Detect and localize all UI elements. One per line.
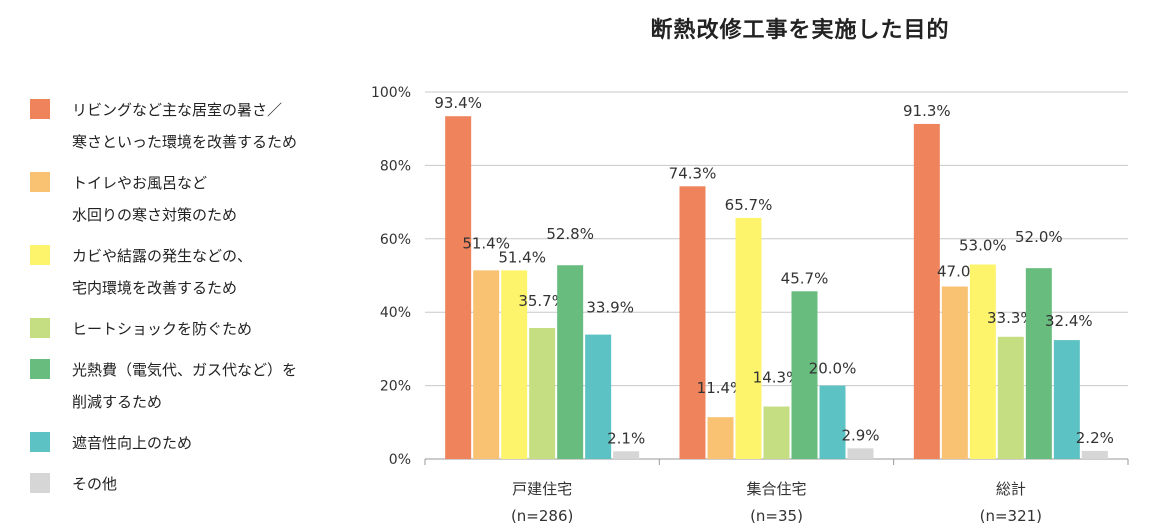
legend-swatch <box>30 318 50 338</box>
data-label: 52.8% <box>546 225 594 243</box>
bar <box>501 270 528 459</box>
bar <box>819 385 846 459</box>
category-label: 戸建住宅 <box>512 480 572 498</box>
category-label: 集合住宅 <box>746 480 806 498</box>
data-label: 35.7% <box>518 292 566 310</box>
data-label: 2.9% <box>841 426 879 444</box>
legend-label: リビングなど主な居室の暑さ／ <box>72 101 283 119</box>
data-label: 2.2% <box>1076 429 1114 447</box>
legend-item: 遮音性向上のため <box>22 427 352 459</box>
legend-label: 水回りの寒さ対策のため <box>72 206 238 224</box>
legend-label: 遮音性向上のため <box>72 434 193 452</box>
bar <box>557 265 584 459</box>
bar <box>941 286 968 459</box>
legend-label: 光熱費（電気代、ガス代など）を <box>72 361 298 379</box>
legend-item: 光熱費（電気代、ガス代など）を 削減するため <box>22 354 352 418</box>
bar <box>445 116 472 460</box>
bar <box>735 217 762 459</box>
bar <box>529 327 556 459</box>
legend-swatch <box>30 473 50 493</box>
data-label: 93.4% <box>434 94 482 112</box>
legend-item: ヒートショックを防ぐため <box>22 313 352 345</box>
legend-label: ヒートショックを防ぐため <box>72 320 253 338</box>
data-label: 14.3% <box>753 369 801 387</box>
legend-swatch <box>30 99 50 119</box>
bar <box>707 417 734 459</box>
legend: リビングなど主な居室の暑さ／ 寒さといった環境を改善するため トイレやお風呂など水回… <box>22 94 352 509</box>
data-label: 33.9% <box>586 299 634 317</box>
legend-swatch <box>30 245 50 265</box>
bar <box>791 291 818 459</box>
bar <box>1025 268 1052 459</box>
category-sample-size: (n=35) <box>750 507 803 525</box>
legend-label: その他 <box>72 475 118 493</box>
legend-item: リビングなど主な居室の暑さ／ 寒さといった環境を改善するため <box>22 94 352 158</box>
y-tick-label: 60% <box>380 232 411 248</box>
category-sample-size: (n=321) <box>980 507 1042 525</box>
legend-item: その他 <box>22 468 352 500</box>
data-label: 91.3% <box>903 102 951 120</box>
y-tick-label: 80% <box>380 158 411 174</box>
y-tick-label: 100% <box>371 85 411 101</box>
bar <box>997 336 1024 459</box>
legend-label: 寒さといった環境を改善するため <box>72 133 298 151</box>
legend-label: カビや結露の発生などの、 <box>72 247 253 265</box>
legend-label: トイレやお風呂など <box>72 174 208 192</box>
bar <box>847 448 874 459</box>
bar <box>1081 450 1108 459</box>
data-label: 65.7% <box>725 196 773 214</box>
y-tick-label: 0% <box>389 452 411 468</box>
legend-swatch <box>30 432 50 452</box>
bar <box>1053 340 1080 459</box>
data-label: 20.0% <box>809 360 857 378</box>
bar <box>585 334 612 459</box>
legend-label: 削減するため <box>72 393 163 411</box>
y-tick-label: 40% <box>380 305 411 321</box>
bar <box>613 451 640 459</box>
category-label: 総計 <box>996 480 1026 498</box>
bar <box>913 123 940 459</box>
data-label: 53.0% <box>959 236 1007 254</box>
data-label: 33.3% <box>987 309 1035 327</box>
legend-label: 宅内環境を改善するため <box>72 279 238 297</box>
bar <box>473 270 500 459</box>
y-tick-label: 20% <box>380 379 411 395</box>
data-label: 52.0% <box>1015 228 1063 246</box>
chart-title: 断熱改修工事を実施した目的 <box>650 18 950 43</box>
legend-item: トイレやお風呂など水回りの寒さ対策のため <box>22 167 352 231</box>
data-label: 2.1% <box>607 429 645 447</box>
bar <box>763 406 790 459</box>
data-label: 45.7% <box>781 269 829 287</box>
bar <box>969 264 996 459</box>
category-sample-size: (n=286) <box>511 507 573 525</box>
data-label: 74.3% <box>669 164 717 182</box>
legend-swatch <box>30 359 50 379</box>
data-label: 51.4% <box>498 248 546 266</box>
data-label: 32.4% <box>1045 312 1093 330</box>
data-label: 11.4% <box>697 379 745 397</box>
legend-swatch <box>30 172 50 192</box>
bar <box>679 186 706 459</box>
legend-item: カビや結露の発生などの、 宅内環境を改善するため <box>22 240 352 304</box>
data-label: 51.4% <box>462 234 510 252</box>
